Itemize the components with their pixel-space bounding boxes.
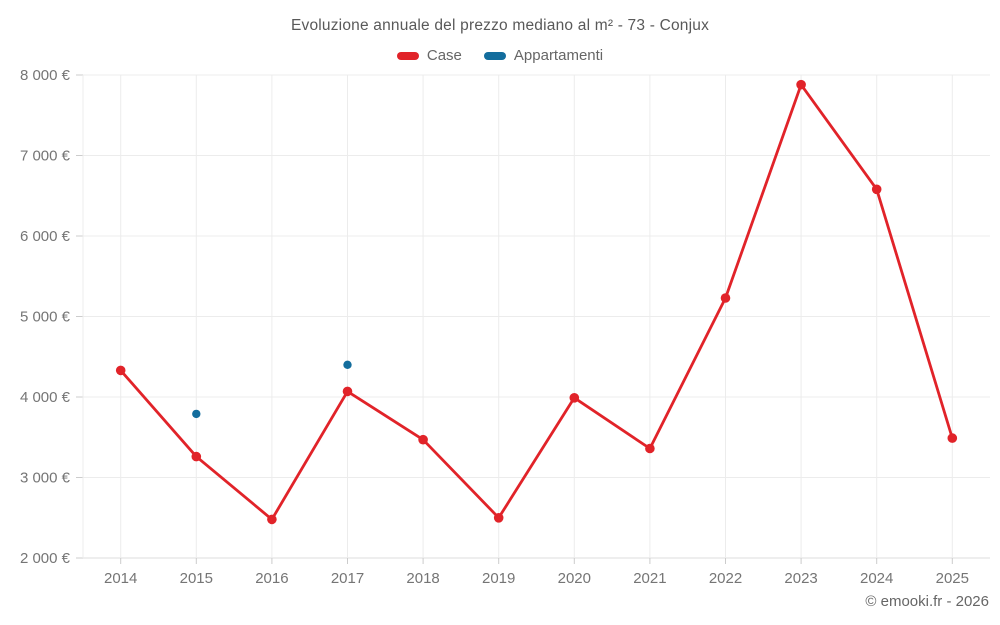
y-tick-label-5000: 5 000 € (20, 309, 71, 326)
appartamenti-point-2015[interactable] (192, 409, 201, 419)
y-tick-label-3000: 3 000 € (20, 470, 71, 487)
chart-title: Evoluzione annuale del prezzo mediano al… (290, 17, 710, 34)
case-point-2024[interactable] (871, 184, 882, 195)
appartamenti-point-2017[interactable] (343, 360, 352, 369)
x-tick-label-2017: 2017 (331, 570, 364, 587)
case-point-2018[interactable] (418, 434, 428, 445)
y-tick-label-6000: 6 000 € (20, 228, 71, 245)
x-tick-label-2020: 2020 (558, 570, 591, 587)
y-tick-label-8000: 8 000 € (20, 67, 71, 84)
legend-label-appartamenti: Appartamenti (513, 47, 604, 64)
case-point-2015[interactable] (191, 451, 202, 462)
case-point-2020[interactable] (569, 393, 580, 403)
case-series-swatch-icon (396, 51, 419, 60)
legend-item-appartamenti[interactable]: Appartamenti (483, 47, 604, 64)
case-point-2023[interactable] (796, 79, 806, 90)
x-tick-label-2022: 2022 (709, 570, 742, 587)
y-tick-label-4000: 4 000 € (20, 389, 71, 406)
x-tick-label-2015: 2015 (180, 570, 213, 587)
x-tick-label-2025: 2025 (936, 570, 969, 587)
x-tick-label-2023: 2023 (784, 570, 817, 587)
case-point-2016[interactable] (267, 514, 277, 525)
legend: Case Appartamenti (0, 47, 1000, 64)
y-tick-label-2000: 2 000 € (20, 550, 71, 567)
case-point-2022[interactable] (720, 293, 731, 303)
case-point-2019[interactable] (493, 513, 504, 523)
x-tick-label-2016: 2016 (255, 570, 288, 587)
x-tick-label-2014: 2014 (104, 570, 137, 587)
case-point-2014[interactable] (115, 365, 126, 376)
copyright-footer: © emooki.fr - 2026 (865, 593, 989, 610)
x-tick-label-2024: 2024 (860, 570, 893, 587)
legend-item-case[interactable]: Case (396, 47, 462, 64)
y-tick-label-7000: 7 000 € (20, 148, 71, 165)
legend-label-case: Case (426, 47, 462, 64)
x-tick-label-2019: 2019 (482, 570, 515, 587)
appartamenti-series-swatch-icon (483, 51, 506, 60)
x-tick-label-2018: 2018 (406, 570, 439, 587)
case-point-2025[interactable] (947, 433, 958, 443)
x-tick-label-2021: 2021 (633, 570, 666, 587)
case-point-2017[interactable] (342, 386, 353, 397)
case-line (119, 83, 954, 521)
case-point-2021[interactable] (645, 443, 655, 454)
